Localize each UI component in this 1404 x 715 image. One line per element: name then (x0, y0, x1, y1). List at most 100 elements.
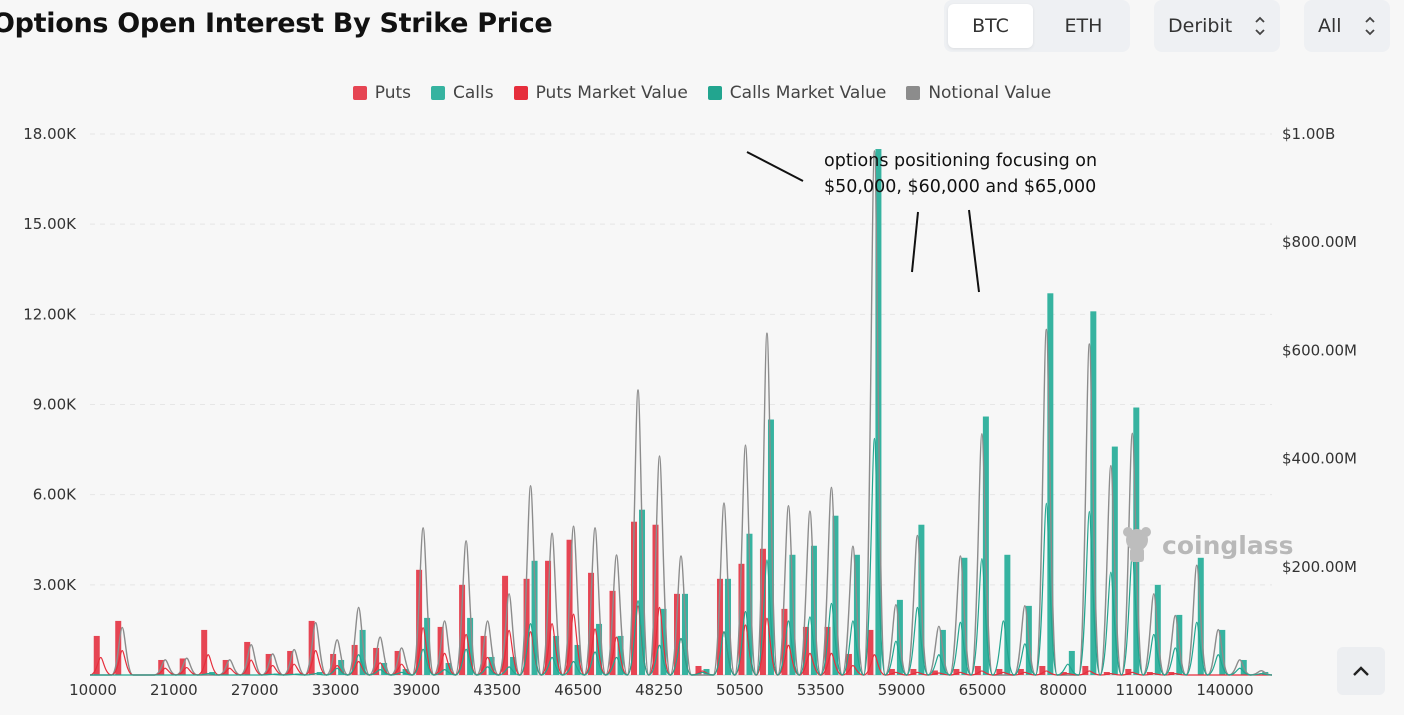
x-tick-label: 43500 (473, 681, 521, 699)
call-bar (531, 560, 538, 675)
legend-item-puts-market-value[interactable]: Puts Market Value (513, 83, 688, 103)
annotation-pointer-line (968, 209, 980, 293)
coinglass-watermark: coinglass (1120, 526, 1293, 564)
call-bar (1004, 554, 1011, 675)
call-bar (682, 593, 688, 675)
legend-swatch (906, 86, 921, 100)
put-bar (781, 608, 788, 675)
coinglass-logo-icon (1123, 527, 1151, 562)
legend-item-calls-market-value[interactable]: Calls Market Value (707, 83, 887, 103)
put-bar (1082, 665, 1089, 675)
back-to-top-button[interactable] (1337, 647, 1385, 695)
put-bar (953, 668, 960, 675)
x-tick-label: 33000 (312, 681, 360, 699)
put-bar (330, 653, 337, 675)
annotation-pointer-line (746, 151, 804, 182)
call-bar (639, 509, 646, 675)
chart-legend: Puts Calls Puts Market Value Calls Marke… (0, 80, 1404, 106)
open-interest-chart: 3.00K 6.00K 9.00K 12.00K 15.00K 18.00K $200.00… (23, 125, 1357, 699)
put-bar (1103, 671, 1110, 675)
call-bar (810, 545, 817, 675)
call-bar (359, 629, 366, 675)
call-bar (574, 644, 581, 675)
put-bar (716, 578, 723, 675)
call-bar (703, 668, 710, 675)
y2-tick-label: $400.00M (1282, 450, 1357, 468)
x-tick-label: 50500 (716, 681, 764, 699)
call-bar (724, 578, 731, 675)
updown-chevron-icon (1365, 16, 1375, 36)
put-bar (1125, 668, 1132, 675)
x-tick-label: 46500 (554, 681, 602, 699)
x-tick-label: 110000 (1116, 681, 1173, 699)
page-title: Options Open Interest By Strike Price (0, 8, 553, 39)
put-bar (1060, 671, 1067, 675)
exchange-select-value: Deribit (1168, 15, 1233, 37)
legend-item-notional-value[interactable]: Notional Value (906, 83, 1051, 103)
put-bar (824, 626, 831, 675)
y-tick-label: 15.00K (23, 215, 77, 233)
x-tick-label: 27000 (231, 681, 279, 699)
put-bar (931, 670, 938, 675)
put-bar (845, 653, 852, 675)
tab-btc[interactable]: BTC (948, 4, 1033, 48)
call-bar (338, 659, 345, 675)
put-bar (974, 665, 981, 675)
put-bar (1146, 671, 1153, 675)
call-bar (424, 617, 431, 675)
x-tick-label: 140000 (1196, 681, 1253, 699)
y2-tick-label: $200.00M (1282, 558, 1357, 576)
x-tick-label: 48250 (635, 681, 683, 699)
y-tick-label: 12.00K (23, 305, 77, 323)
put-bar (1168, 671, 1175, 675)
put-bar (351, 644, 358, 675)
put-bar (652, 524, 659, 675)
put-bar (201, 629, 208, 675)
call-bar (316, 671, 323, 675)
tab-eth[interactable]: ETH (1064, 15, 1103, 37)
call-bar (402, 668, 409, 675)
put-bar (373, 647, 380, 675)
put-bar (609, 590, 616, 675)
put-bar (416, 569, 423, 675)
y2-tick-label: $800.00M (1282, 233, 1357, 251)
call-bar (767, 419, 774, 675)
put-bar (588, 572, 595, 675)
put-bar (1039, 665, 1046, 675)
put-bar (459, 584, 466, 675)
legend-label: Puts (374, 83, 411, 103)
put-bar (545, 560, 552, 675)
y-tick-label: 3.00K (33, 576, 77, 594)
call-bar (1068, 650, 1075, 675)
put-bar (888, 668, 895, 675)
legend-item-puts[interactable]: Puts (352, 83, 411, 103)
expiry-select-value: All (1318, 15, 1342, 37)
x-tick-label: 21000 (150, 681, 198, 699)
put-bar (523, 578, 530, 675)
call-bar (445, 662, 452, 675)
exchange-select[interactable]: Deribit (1154, 0, 1280, 52)
x-tick-label: 53500 (797, 681, 845, 699)
y2-tick-label: $600.00M (1282, 341, 1357, 359)
annotation-text: $50,000, $60,000 and $65,000 (824, 177, 1096, 197)
put-bar (93, 635, 100, 675)
put-bar (631, 521, 638, 675)
expiry-select[interactable]: All (1304, 0, 1390, 52)
legend-swatch (352, 86, 367, 100)
legend-item-calls[interactable]: Calls (431, 83, 494, 103)
x-tick-label: 10000 (69, 681, 117, 699)
legend-swatch (513, 86, 528, 100)
legend-swatch (707, 86, 722, 100)
annotation-text: options positioning focusing on (824, 151, 1097, 171)
legend-label: Calls (453, 83, 494, 103)
put-bar (695, 665, 702, 675)
puts-market-value-line (89, 605, 1272, 676)
y2-tick-label: $1.00B (1282, 125, 1335, 143)
put-bar (867, 629, 874, 675)
put-bar (1017, 668, 1024, 675)
call-bar (746, 533, 753, 675)
legend-label: Puts Market Value (535, 83, 688, 103)
legend-label: Calls Market Value (729, 83, 887, 103)
put-bar (674, 593, 680, 675)
put-bar (996, 668, 1003, 675)
